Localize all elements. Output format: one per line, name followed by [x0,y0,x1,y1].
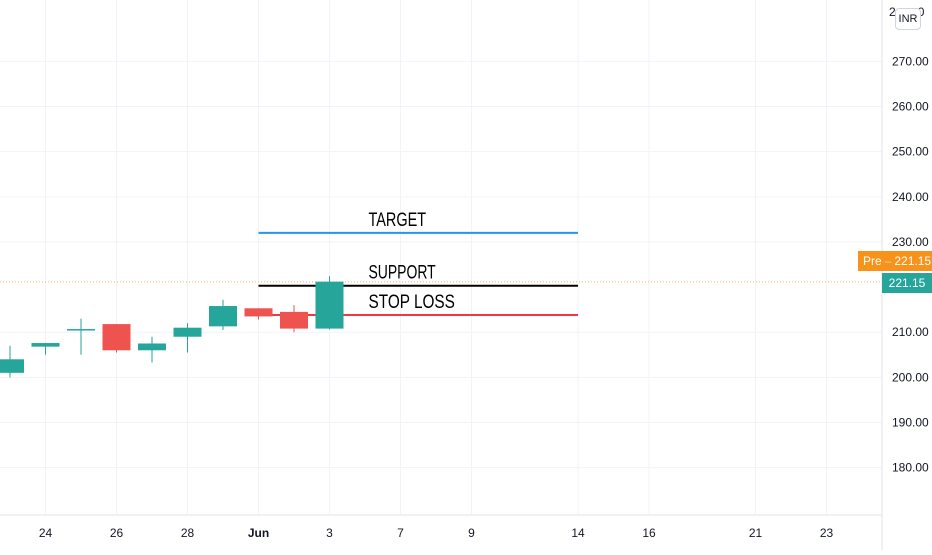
x-tick-label: 26 [110,526,124,540]
x-tick-label: 7 [397,526,404,540]
x-tick-label: 3 [326,526,333,540]
last-price-badge: 221.15 [882,273,932,293]
candle-body [209,306,237,327]
y-tick-label: 190.00 [892,415,929,429]
x-tick-label: 9 [468,526,475,540]
level-label-stop-loss: STOP LOSS [369,292,455,313]
level-label-support: SUPPORT [369,263,436,284]
x-tick-label: 23 [820,526,834,540]
candle-body [67,329,95,331]
candle-down [244,308,273,320]
x-tick-label: 24 [39,526,53,540]
candles [0,276,344,378]
premarket-price-badge: Pre –221.15 [858,251,932,271]
premarket-label: Pre [863,254,882,268]
currency-button[interactable]: INR [895,8,921,30]
candle-body [0,359,24,373]
level-label-target: TARGET [369,210,427,231]
candle-up [67,318,95,355]
candle-body [280,311,308,329]
candle-up [0,345,24,378]
candle-up [173,323,202,353]
y-tick-label: 180.00 [892,461,929,475]
y-tick-label: 270.00 [892,54,929,68]
x-tick-label: 16 [642,526,656,540]
y-tick-label: 250.00 [892,145,929,159]
y-tick-label: 260.00 [892,100,929,114]
x-tick-label: 28 [181,526,195,540]
premarket-value: 221.15 [894,254,932,268]
y-tick-label: 200.00 [892,370,929,384]
candle-body [138,343,166,351]
candle-body [173,327,202,337]
y-tick-label: 230.00 [892,235,929,249]
x-tick-label: 14 [571,526,585,540]
candle-body [31,343,60,347]
x-tick-label: 21 [749,526,763,540]
candle-up [315,276,344,330]
candle-down [280,305,308,333]
candle-body [244,308,273,317]
candle-up [138,336,166,363]
candle-body [102,324,131,351]
level-lines: TARGET SUPPORT STOP LOSS [0,210,882,317]
y-tick-label: 210.00 [892,325,929,339]
grid [0,0,882,515]
y-tick-label: 240.00 [892,190,929,204]
candle-body [315,281,344,329]
candle-up [31,343,60,355]
candle-up [209,299,237,330]
candle-down [102,324,131,353]
x-tick-label: Jun [248,526,269,540]
